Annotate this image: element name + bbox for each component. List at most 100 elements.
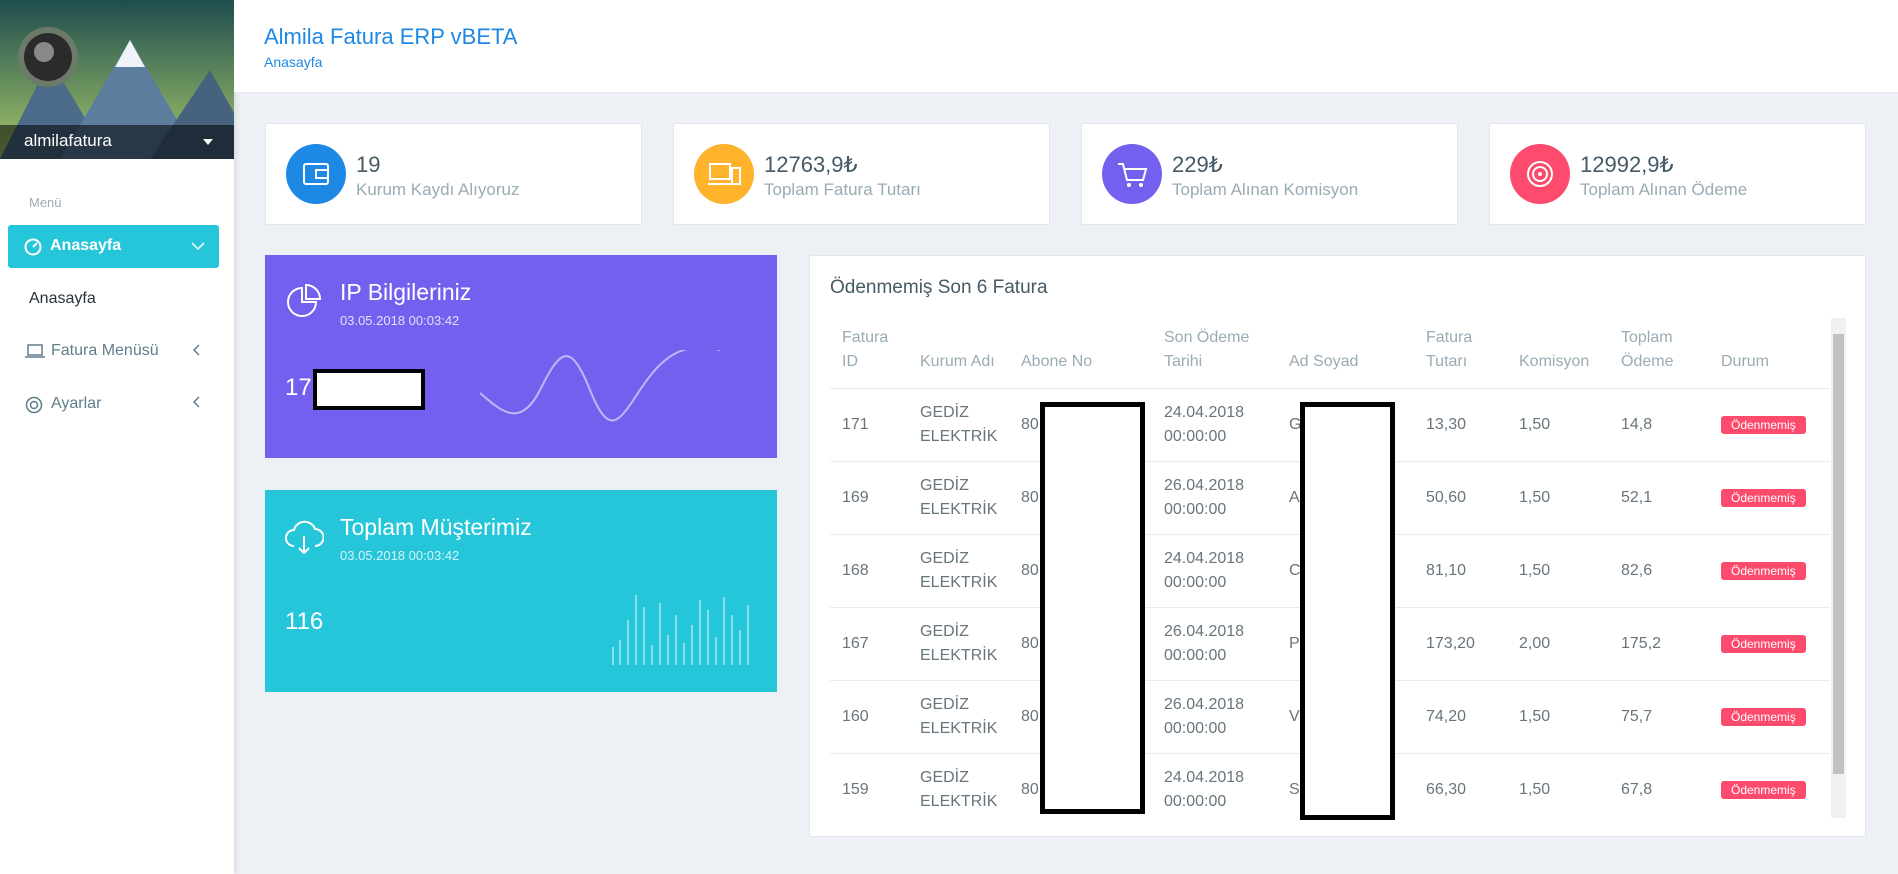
- status-badge: Ödenmemiş: [1721, 708, 1806, 726]
- table-cell: 1,50: [1507, 388, 1609, 462]
- menu-label: Menü: [29, 195, 62, 210]
- icon: [708, 163, 741, 185]
- page-title: Almila Fatura ERP vBETA: [264, 24, 518, 49]
- menu-item[interactable]: Ayarlar: [51, 395, 102, 412]
- stat-card: 12763,9₺ Toplam Fatura Tutarı: [673, 123, 1050, 225]
- icon: [285, 520, 324, 555]
- stat-label: Toplam Alınan Komisyon: [1172, 180, 1359, 199]
- table-cell: Ödenmemiş: [1709, 753, 1830, 818]
- stat-value: 12992,9₺: [1580, 152, 1674, 177]
- icon: [287, 283, 322, 317]
- table-cell: 171: [830, 388, 908, 462]
- table-cell: 169: [830, 461, 908, 535]
- redaction: [313, 369, 425, 410]
- table-cell: Ödenmemiş: [1709, 680, 1830, 754]
- table-cell: 2,00: [1507, 607, 1609, 681]
- status-badge: Ödenmemiş: [1721, 416, 1806, 434]
- table-cell: Ödenmemiş: [1709, 607, 1830, 681]
- stat-card: 19 Kurum Kaydı Alıyoruz: [265, 123, 642, 225]
- sparkline: [480, 350, 720, 422]
- scrollbar[interactable]: [1831, 318, 1846, 818]
- customer-card: Toplam Müşterimiz 03.05.2018 00:03:42 11…: [265, 490, 777, 692]
- table-cell: 14,8: [1609, 388, 1709, 462]
- icon: [25, 396, 43, 414]
- card-value: 116: [285, 608, 324, 635]
- column-header: Fatura ID: [830, 318, 908, 389]
- ip-card: IP Bilgileriniz 03.05.2018 00:03:42 176: [265, 255, 777, 458]
- table-cell: Ödenmemiş: [1709, 388, 1830, 462]
- table-cell: 167: [830, 607, 908, 681]
- table-title: Ödenmemiş Son 6 Fatura: [830, 277, 1048, 298]
- table-cell: GEDİZ ELEKTRİK: [908, 388, 1009, 462]
- column-header: Abone No: [1009, 318, 1152, 389]
- table-row: 167 GEDİZ ELEKTRİK 80 26.04.2018 00:00:00 P 1…: [830, 607, 1830, 681]
- table-cell: 81,10: [1414, 534, 1507, 608]
- table-cell: 1,50: [1507, 753, 1609, 818]
- stat-label: Toplam Alınan Ödeme: [1580, 180, 1748, 199]
- table-cell: 50,60: [1414, 461, 1507, 535]
- table-cell: GEDİZ ELEKTRİK: [908, 753, 1009, 818]
- username[interactable]: almilafatura: [24, 131, 112, 150]
- topbar: Almila Fatura ERP vBETA Anasayfa: [234, 0, 1898, 93]
- table-cell: Ödenmemiş: [1709, 534, 1830, 608]
- icon: [303, 163, 329, 185]
- table-cell: 1,50: [1507, 534, 1609, 608]
- icon: [1527, 161, 1553, 187]
- table-cell: 1,50: [1507, 680, 1609, 754]
- stat-value: 12763,9₺: [764, 152, 858, 177]
- stat-icon: [286, 144, 346, 204]
- menu-item-active[interactable]: Anasayfa: [8, 225, 219, 268]
- table-cell: 13,30: [1414, 388, 1507, 462]
- breadcrumb[interactable]: Anasayfa: [264, 54, 323, 70]
- column-header: Son Ödeme Tarihi: [1152, 318, 1277, 389]
- card-date: 03.05.2018 00:03:42: [340, 313, 460, 328]
- icon: [191, 242, 205, 251]
- table-cell: 24.04.2018 00:00:00: [1152, 534, 1277, 608]
- table-cell: 74,20: [1414, 680, 1507, 754]
- stat-label: Toplam Fatura Tutarı: [764, 180, 921, 199]
- table-cell: 173,20: [1414, 607, 1507, 681]
- table-cell: 67,8: [1609, 753, 1709, 818]
- status-badge: Ödenmemiş: [1721, 635, 1806, 653]
- table-cell: 82,6: [1609, 534, 1709, 608]
- column-header: Komisyon: [1507, 318, 1609, 389]
- profile-banner: [0, 0, 234, 159]
- table-cell: 26.04.2018 00:00:00: [1152, 680, 1277, 754]
- table-cell: 52,1: [1609, 461, 1709, 535]
- stat-card: 229₺ Toplam Alınan Komisyon: [1081, 123, 1458, 225]
- redaction: [1040, 402, 1145, 814]
- card-date: 03.05.2018 00:03:42: [340, 548, 460, 563]
- column-header: Fatura Tutarı: [1414, 318, 1507, 389]
- table-cell: 160: [830, 680, 908, 754]
- table-cell: 168: [830, 534, 908, 608]
- chevrons: [192, 344, 200, 408]
- table-card: Ödenmemiş Son 6 Fatura Fatura ID Kurum Ad…: [809, 255, 1866, 837]
- table-cell: GEDİZ ELEKTRİK: [908, 680, 1009, 754]
- table-cell: Ödenmemiş: [1709, 461, 1830, 535]
- status-badge: Ödenmemiş: [1721, 562, 1806, 580]
- column-header: Toplam Ödeme: [1609, 318, 1709, 389]
- menu-item[interactable]: Fatura Menüsü: [51, 342, 159, 359]
- icon: [1118, 163, 1148, 187]
- table-cell: 75,7: [1609, 680, 1709, 754]
- stat-icon: [1102, 144, 1162, 204]
- table-cell: 66,30: [1414, 753, 1507, 818]
- table-cell: 26.04.2018 00:00:00: [1152, 607, 1277, 681]
- table-row: 169 GEDİZ ELEKTRİK 80 26.04.2018 00:00:00 A 5…: [830, 461, 1830, 535]
- table-cell: 175,2: [1609, 607, 1709, 681]
- stat-icon: [694, 144, 754, 204]
- table-cell: GEDİZ ELEKTRİK: [908, 534, 1009, 608]
- stat-card: 12992,9₺ Toplam Alınan Ödeme: [1489, 123, 1866, 225]
- sidebar: almilafatura Menü Anasayfa Anasayfa Fatu…: [0, 0, 234, 874]
- status-badge: Ödenmemiş: [1721, 489, 1806, 507]
- stat-value: 229₺: [1172, 152, 1223, 177]
- column-header: Kurum Adı: [908, 318, 1009, 389]
- scrollbar-thumb[interactable]: [1833, 334, 1844, 774]
- stat-label: Kurum Kaydı Alıyoruz: [356, 180, 520, 199]
- status-badge: Ödenmemiş: [1721, 781, 1806, 799]
- stat-value: 19: [356, 152, 381, 177]
- submenu-item[interactable]: Anasayfa: [29, 290, 96, 307]
- table-cell: 24.04.2018 00:00:00: [1152, 753, 1277, 818]
